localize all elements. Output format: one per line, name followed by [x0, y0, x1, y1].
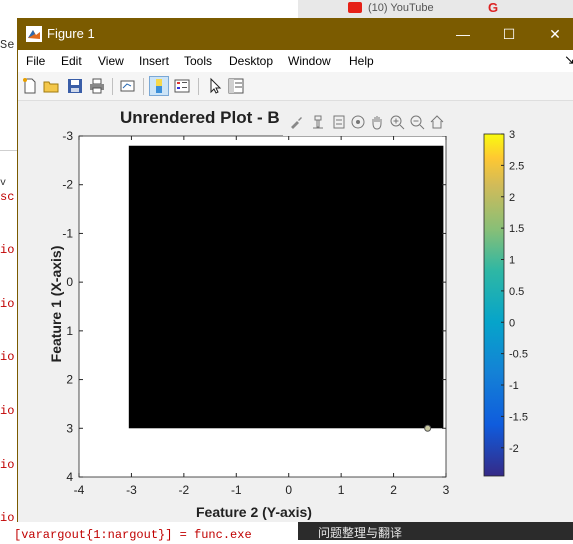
- axes-toolbar: [283, 108, 453, 136]
- colorbar-tick-label: 2: [509, 192, 515, 204]
- colorbar: [483, 133, 505, 477]
- menu-edit[interactable]: Edit: [61, 54, 82, 68]
- window-title: Figure 1: [47, 26, 95, 41]
- property-inspector-icon[interactable]: [227, 77, 245, 95]
- close-button[interactable]: ✕: [549, 25, 561, 42]
- colorbar-tick-label: 2.5: [509, 160, 524, 172]
- background-fragment: Se: [0, 38, 15, 52]
- colorbar-tick-label: 0: [509, 317, 515, 329]
- x-tick-label: 2: [390, 483, 397, 497]
- open-file-icon[interactable]: [42, 77, 60, 95]
- menu-window[interactable]: Window: [288, 54, 331, 68]
- background-fragment: sc: [0, 190, 15, 204]
- data-point: [424, 424, 432, 432]
- x-tick-label: 3: [443, 483, 450, 497]
- x-tick-label: -2: [179, 483, 190, 497]
- background-fragment: io: [0, 297, 15, 311]
- background-fragment: io: [0, 243, 15, 257]
- menu-overflow-arrow-icon[interactable]: ↘: [564, 52, 573, 67]
- maximize-button[interactable]: ☐: [502, 25, 516, 42]
- zoom-in-icon[interactable]: [389, 114, 405, 130]
- colorbar-tick-label: 3: [509, 129, 515, 141]
- colorbar-tick-label: -1: [509, 380, 519, 392]
- menu-file[interactable]: File: [26, 54, 46, 68]
- axes-title: Unrendered Plot - B: [120, 108, 280, 127]
- background-browser-tabs: (10) YouTube G: [298, 0, 573, 18]
- background-fragment: v: [0, 178, 7, 189]
- x-tick-label: 0: [285, 483, 292, 497]
- background-fragment: io: [0, 511, 15, 525]
- x-tick-label: -3: [126, 483, 137, 497]
- colorbar-tick-label: -1.5: [509, 411, 528, 423]
- matlab-logo-icon: [26, 26, 42, 42]
- browser-favicon: G: [488, 0, 499, 15]
- colorbar-tick-label: -0.5: [509, 349, 528, 361]
- x-axis-label: Feature 2 (Y-axis): [196, 504, 312, 520]
- y-tick-label: 2: [66, 373, 73, 387]
- x-tick-label: -1: [231, 483, 242, 497]
- background-window-titlebar: [0, 0, 300, 18]
- home-icon[interactable]: [429, 114, 445, 130]
- y-tick-label: -3: [62, 129, 73, 143]
- toolbar-separator: [198, 78, 199, 95]
- background-fragment: io: [0, 458, 15, 472]
- new-figure-icon[interactable]: [21, 77, 39, 95]
- rotate-3d-icon[interactable]: [331, 114, 347, 130]
- x-tick-label: -4: [74, 483, 85, 497]
- window-titlebar[interactable]: Figure 1 — ☐ ✕: [18, 18, 573, 50]
- menu-insert[interactable]: Insert: [139, 54, 170, 68]
- y-tick-label: 4: [66, 470, 73, 484]
- legend-toggle-icon[interactable]: [173, 77, 191, 95]
- background-fragment: io: [0, 404, 15, 418]
- background-divider: [0, 150, 18, 151]
- menu-tools[interactable]: Tools: [184, 54, 213, 68]
- minimize-button[interactable]: —: [456, 26, 470, 42]
- pan-hand-icon[interactable]: [369, 114, 385, 130]
- axes-frame: [78, 135, 447, 478]
- y-tick-label: -2: [62, 178, 73, 192]
- colorbar-tick-label: 1.5: [509, 223, 524, 235]
- brush-icon[interactable]: [288, 114, 304, 130]
- browser-tab-label[interactable]: (10) YouTube: [368, 2, 434, 14]
- data-tips-icon[interactable]: [310, 114, 326, 130]
- background-status-text: 问题整理与翻译: [298, 522, 573, 540]
- menu-desktop[interactable]: Desktop: [229, 54, 274, 68]
- background-editor-strip: Se v sc io io io io io io: [0, 0, 18, 540]
- youtube-icon: [348, 2, 362, 13]
- menu-view[interactable]: View: [98, 54, 124, 68]
- y-tick-label: 3: [66, 421, 73, 435]
- heatmap-image: [128, 145, 444, 429]
- background-fragment: io: [0, 350, 15, 364]
- y-tick-label: -1: [62, 226, 73, 240]
- toolbar-separator: [112, 78, 113, 95]
- toolbar-separator: [143, 78, 144, 95]
- y-tick-label: 1: [66, 324, 73, 338]
- y-tick-label: 0: [66, 275, 73, 289]
- menu-bar: File Edit View Insert Tools Desktop Wind…: [18, 50, 573, 72]
- target-icon[interactable]: [350, 114, 366, 130]
- colorbar-toggle-icon[interactable]: [149, 76, 169, 96]
- pointer-icon[interactable]: [206, 77, 224, 95]
- x-tick-label: 1: [338, 483, 345, 497]
- colorbar-tick-label: 1: [509, 255, 515, 267]
- print-icon[interactable]: [88, 77, 106, 95]
- colorbar-tick-label: -2: [509, 443, 519, 455]
- colorbar-tick-label: 0.5: [509, 286, 524, 298]
- menu-help[interactable]: Help: [349, 54, 374, 68]
- figure-toolbar: [18, 72, 573, 101]
- link-plot-icon[interactable]: [119, 77, 137, 95]
- y-axis-label: Feature 1 (X-axis): [48, 245, 64, 363]
- background-code-line: [varargout{1:nargout}] = func.exe: [14, 528, 252, 542]
- save-icon[interactable]: [66, 77, 84, 95]
- zoom-out-icon[interactable]: [409, 114, 425, 130]
